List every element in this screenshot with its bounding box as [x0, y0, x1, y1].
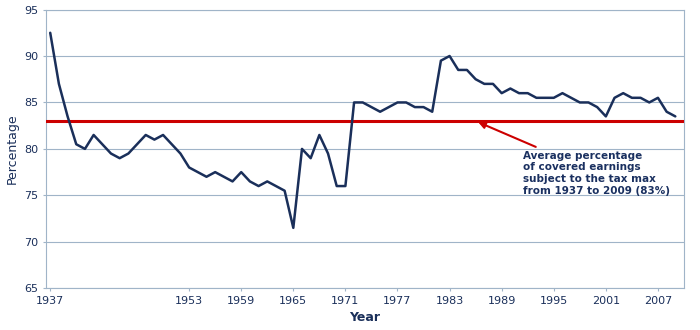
Y-axis label: Percentage: Percentage: [6, 114, 19, 184]
X-axis label: Year: Year: [349, 312, 380, 324]
Text: Average percentage
of covered earnings
subject to the tax max
from 1937 to 2009 : Average percentage of covered earnings s…: [480, 123, 671, 196]
